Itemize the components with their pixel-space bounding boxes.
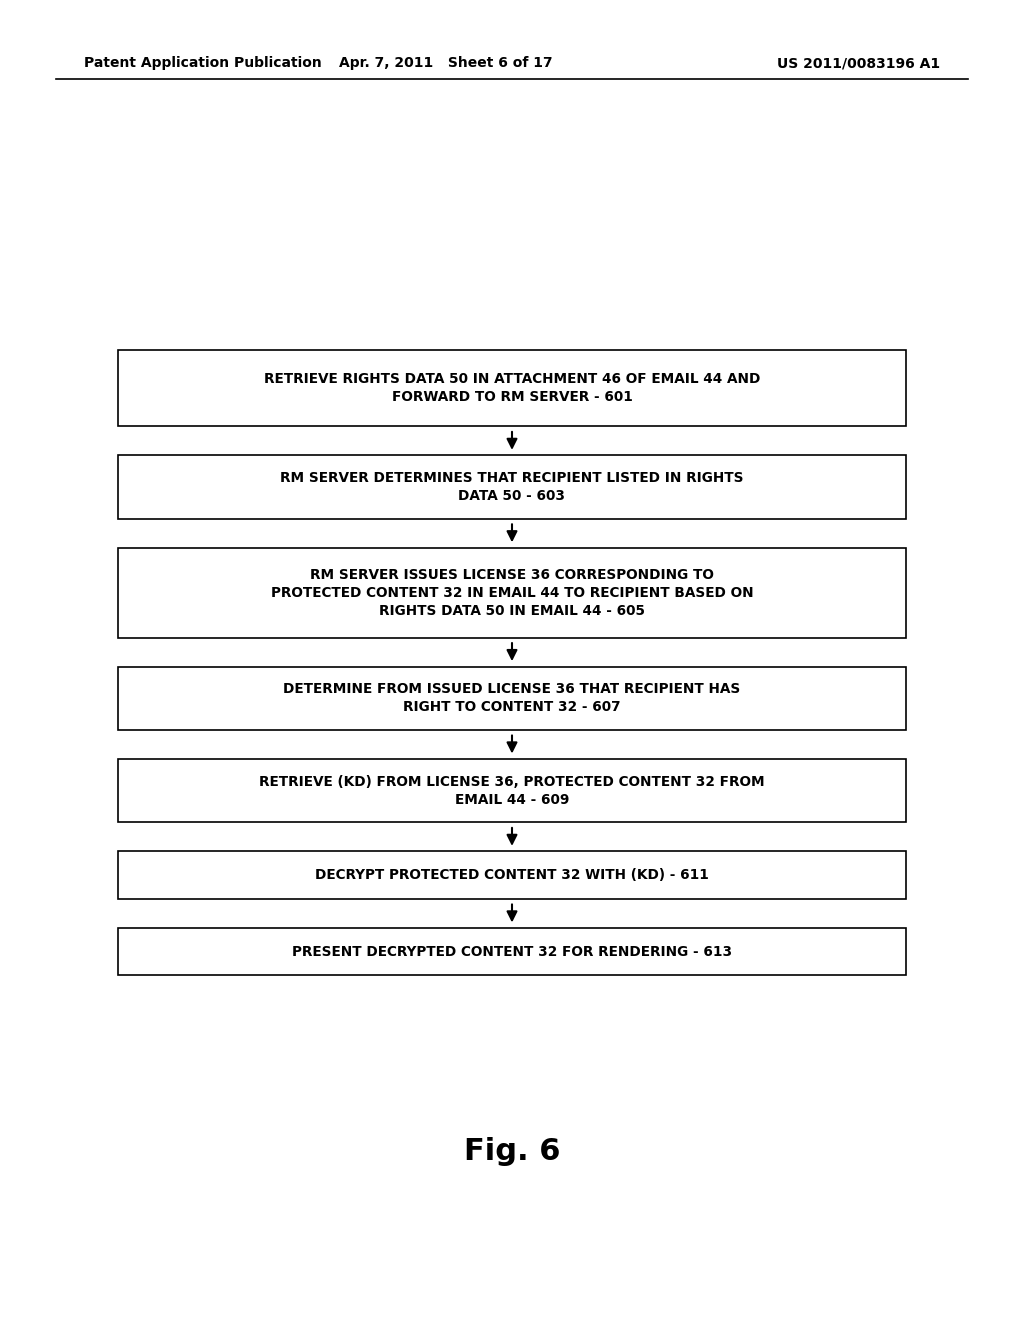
Bar <box>118 455 906 519</box>
Bar <box>118 350 906 426</box>
Text: PRESENT DECRYPTED CONTENT 32 FOR RENDERING - 613: PRESENT DECRYPTED CONTENT 32 FOR RENDERI… <box>292 945 732 958</box>
Text: RETRIEVE (KD) FROM LICENSE 36, PROTECTED CONTENT 32 FROM
EMAIL 44 - 609: RETRIEVE (KD) FROM LICENSE 36, PROTECTED… <box>259 775 765 807</box>
Text: Patent Application Publication: Patent Application Publication <box>84 57 322 70</box>
Text: DETERMINE FROM ISSUED LICENSE 36 THAT RECIPIENT HAS
RIGHT TO CONTENT 32 - 607: DETERMINE FROM ISSUED LICENSE 36 THAT RE… <box>284 682 740 714</box>
Text: DECRYPT PROTECTED CONTENT 32 WITH (KD) - 611: DECRYPT PROTECTED CONTENT 32 WITH (KD) -… <box>315 869 709 882</box>
Text: RETRIEVE RIGHTS DATA 50 IN ATTACHMENT 46 OF EMAIL 44 AND
FORWARD TO RM SERVER - : RETRIEVE RIGHTS DATA 50 IN ATTACHMENT 46… <box>264 372 760 404</box>
Bar <box>118 667 906 730</box>
Bar <box>118 548 906 638</box>
Bar <box>118 851 906 899</box>
Text: Fig. 6: Fig. 6 <box>464 1137 560 1166</box>
Text: US 2011/0083196 A1: US 2011/0083196 A1 <box>777 57 940 70</box>
Text: Apr. 7, 2011   Sheet 6 of 17: Apr. 7, 2011 Sheet 6 of 17 <box>339 57 552 70</box>
Bar <box>118 928 906 975</box>
Text: RM SERVER DETERMINES THAT RECIPIENT LISTED IN RIGHTS
DATA 50 - 603: RM SERVER DETERMINES THAT RECIPIENT LIST… <box>281 471 743 503</box>
Bar <box>118 759 906 822</box>
Text: RM SERVER ISSUES LICENSE 36 CORRESPONDING TO
PROTECTED CONTENT 32 IN EMAIL 44 TO: RM SERVER ISSUES LICENSE 36 CORRESPONDIN… <box>270 568 754 618</box>
